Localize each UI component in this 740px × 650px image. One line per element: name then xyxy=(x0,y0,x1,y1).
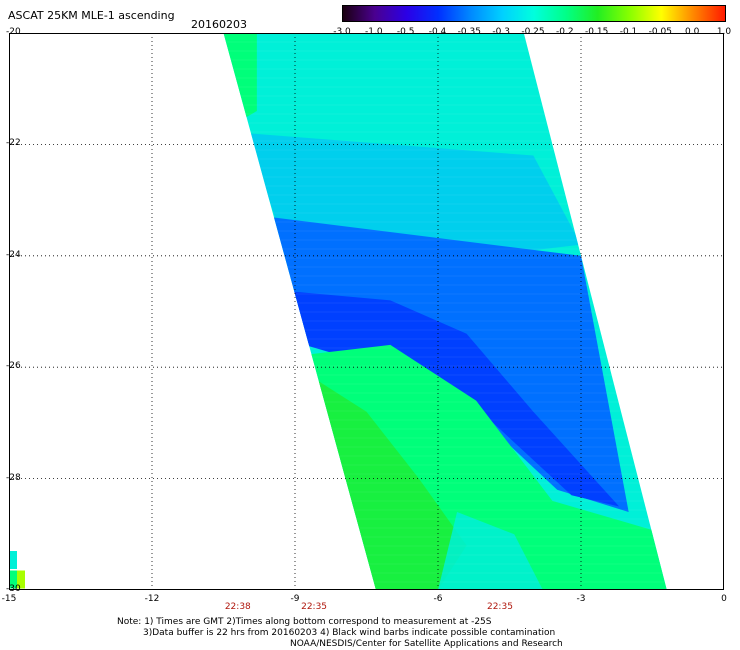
colorbar-tick-label: -0.2 xyxy=(556,27,574,37)
latitude-tick-label: -26 xyxy=(6,361,21,372)
note-line-2: 3)Data buffer is 22 hrs from 20160203 4)… xyxy=(143,628,556,638)
swath-map xyxy=(9,33,724,590)
colorbar-tick-label: -0.5 xyxy=(396,27,415,37)
note-line-3: NOAA/NESDIS/Center for Satellite Applica… xyxy=(290,639,563,649)
colorbar-tick-label: -0.3 xyxy=(492,27,510,37)
latitude-tick-label: -24 xyxy=(6,249,21,260)
colorbar-tick-label: 0.0 xyxy=(684,27,700,37)
wind-swath xyxy=(223,33,667,590)
longitude-tick-label: -12 xyxy=(144,594,160,604)
map-frame xyxy=(9,33,724,590)
colorbar-tick-label: -0.05 xyxy=(648,27,672,37)
latitude-tick-label: -22 xyxy=(6,138,21,149)
isolated-wind-cell xyxy=(17,570,25,589)
field-green-top xyxy=(223,33,257,123)
longitude-tick-label: -6 xyxy=(433,594,443,604)
pass-time-label: 22:35 xyxy=(301,602,328,612)
colorbar-tick-label: 1.0 xyxy=(716,27,732,37)
pass-time-label: 22:38 xyxy=(224,602,251,612)
pass-time-label: 22:35 xyxy=(486,602,513,612)
latitude-tick-label: -28 xyxy=(6,472,21,483)
colorbar-tick-label: -0.1 xyxy=(619,27,638,37)
colorbar-tick-label: -1.0 xyxy=(365,27,383,37)
map-title: ASCAT 25KM MLE-1 ascending xyxy=(8,9,175,22)
longitude-tick-label: -3 xyxy=(576,594,586,604)
map-date: 20160203 xyxy=(191,18,247,31)
lat-lon-grid xyxy=(9,33,724,590)
note-line-1: Note: 1) Times are GMT 2)Times along bot… xyxy=(117,617,492,627)
colorbar-tick-label: -0.35 xyxy=(457,27,481,37)
longitude-tick-label: 0 xyxy=(721,594,727,604)
latitude-tick-label: -30 xyxy=(6,584,21,594)
field-deep-blue xyxy=(266,289,620,507)
isolated-wind-cell xyxy=(9,551,17,570)
longitude-tick-label: -15 xyxy=(1,594,17,604)
colorbar-tick-label: -0.4 xyxy=(428,27,447,37)
latitude-tick-label: -20 xyxy=(6,27,21,37)
colorbar-tick-label: -3.0 xyxy=(333,27,351,37)
colorbar xyxy=(342,5,726,22)
field-cyan-bottom xyxy=(438,512,543,590)
longitude-tick-label: -9 xyxy=(290,594,300,604)
colorbar-tick-label: -0.25 xyxy=(521,27,545,37)
colorbar-tick-label: -0.15 xyxy=(585,27,609,37)
isolated-wind-cell xyxy=(9,570,17,589)
